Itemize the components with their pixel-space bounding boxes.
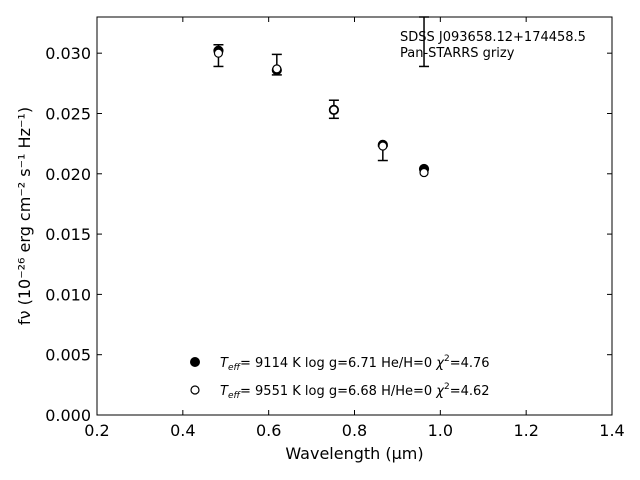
model-point-open [272,64,282,74]
y-axis-label: fν (10⁻²⁶ erg cm⁻² s⁻¹ Hz⁻¹) [15,107,34,325]
y-tick-label: 0.015 [45,225,91,244]
legend-entry-2: Teff= 9551 K log g=6.68 H/He=0 χ2=4.62 [220,382,490,401]
y-tick-label: 0.030 [45,44,91,63]
y-tick-label: 0.000 [45,406,91,425]
observed-errorbars [213,16,430,162]
annotation-object-name: SDSS J093658.12+174458.5 [400,30,586,45]
legend-marker-open [190,385,200,395]
x-tick-label: 1.2 [513,421,538,440]
model-point-open [329,105,339,115]
x-tick-label: 1.0 [428,421,453,440]
y-tick-label: 0.020 [45,165,91,184]
y-axis-ticks: 0.000 0.005 0.010 0.015 0.020 0.025 0.030 [45,44,612,425]
legend-marker-filled [190,357,200,367]
y-tick-label: 0.010 [45,285,91,304]
legend-entry-1: Teff= 9114 K log g=6.71 He/H=0 χ2=4.76 [220,354,490,373]
x-tick-label: 0.2 [84,421,109,440]
model-point-open [213,48,224,58]
model-markers [213,45,430,178]
model-point-open [378,141,388,151]
x-axis-label: Wavelength (μm) [285,444,423,463]
x-axis-ticks: 0.2 0.4 0.6 0.8 1.0 1.2 1.4 [84,17,625,440]
legend: Teff= 9114 K log g=6.71 He/H=0 χ2=4.76 T… [190,354,490,401]
x-tick-label: 0.6 [256,421,281,440]
x-tick-label: 0.8 [342,421,367,440]
y-tick-label: 0.025 [45,104,91,123]
y-tick-label: 0.005 [45,346,91,365]
x-tick-label: 0.4 [170,421,195,440]
annotation-survey: Pan-STARRS grizy [400,46,515,61]
x-tick-label: 1.4 [599,421,624,440]
model-point-open [419,167,429,178]
errorbar [419,16,430,68]
